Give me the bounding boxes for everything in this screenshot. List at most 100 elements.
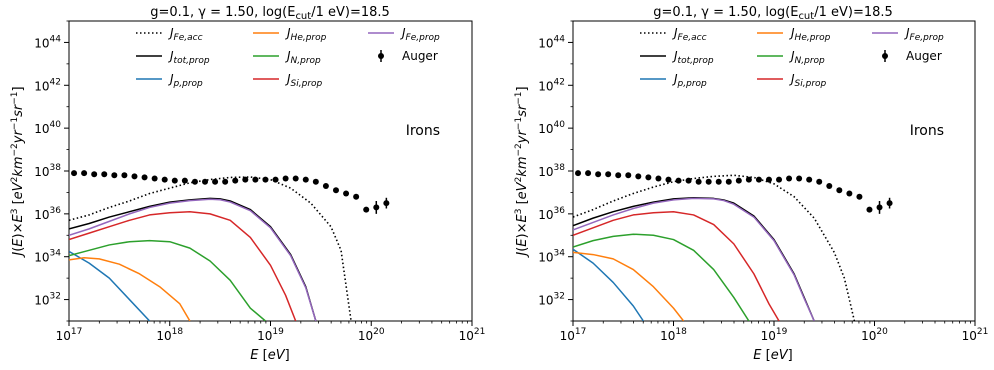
y-axis-label: J(E)×E3 [eV2km−2yr−1sr−1] xyxy=(514,86,530,258)
annotation-irons: Irons xyxy=(406,123,440,139)
legend-swatch-auger xyxy=(378,53,384,59)
legend-label-auger: Auger xyxy=(402,49,438,63)
auger-point xyxy=(645,174,652,181)
auger-point xyxy=(81,170,88,177)
auger-point xyxy=(816,178,823,185)
x-tick-label: 1018 xyxy=(660,327,687,343)
auger-point xyxy=(826,183,833,189)
y-tick-label: 1036 xyxy=(34,206,61,222)
auger-point xyxy=(252,176,259,183)
x-tick-label: 1017 xyxy=(56,327,83,343)
series-line-he xyxy=(573,251,685,321)
x-tick-label: 1018 xyxy=(156,327,183,343)
chart-title: g=0.1, γ = 1.50, log(Ecut/1 eV)=18.5 xyxy=(150,5,390,22)
auger-point xyxy=(755,176,762,183)
x-tick-label: 1019 xyxy=(257,327,284,343)
auger-point xyxy=(181,177,188,184)
auger-point xyxy=(745,176,752,183)
auger-point xyxy=(282,175,289,182)
auger-point xyxy=(595,171,602,178)
series-group xyxy=(573,174,856,321)
auger-point xyxy=(141,174,148,181)
x-tick-label: 1020 xyxy=(358,327,385,343)
series-line-fe xyxy=(573,197,815,321)
auger-point xyxy=(625,172,632,179)
x-tick-label: 1021 xyxy=(962,327,989,343)
y-tick-label: 1038 xyxy=(538,163,565,179)
auger-point xyxy=(575,170,582,177)
auger-point xyxy=(856,193,863,200)
auger-point xyxy=(151,175,158,182)
auger-point xyxy=(786,175,793,182)
axis-ticks: 1017 1018 1019 1020 1021 1032 1034 1036 1038 1040… xyxy=(34,20,485,343)
x-tick-label: 1020 xyxy=(861,327,888,343)
series-line-si xyxy=(69,210,297,321)
legend-label-he: JHe,prop xyxy=(789,26,831,43)
auger-point xyxy=(222,178,229,185)
auger-point xyxy=(121,172,128,179)
auger-point xyxy=(111,172,118,179)
series-line-fe_acc xyxy=(573,174,856,321)
legend-label-si: JSi,prop xyxy=(789,72,827,89)
auger-point xyxy=(131,173,138,180)
auger-point xyxy=(262,176,269,183)
legend-label-fe_acc: JFe,acc xyxy=(168,26,203,43)
legend-swatch-auger xyxy=(882,53,888,59)
series-group xyxy=(69,176,352,321)
chart-title: g=0.1, γ = 1.50, log(Ecut/1 eV)=18.5 xyxy=(653,5,893,22)
legend-label-tot: Jtot,prop xyxy=(672,49,714,66)
y-tick-label: 1040 xyxy=(34,120,61,136)
auger-point xyxy=(242,176,249,183)
auger-point xyxy=(655,175,662,182)
series-line-si xyxy=(573,210,780,321)
y-tick-label: 1034 xyxy=(538,249,565,265)
auger-point xyxy=(675,177,682,184)
y-tick-label: 1042 xyxy=(34,77,61,93)
auger-point xyxy=(91,171,98,178)
auger-point xyxy=(322,183,329,189)
y-tick-label: 1040 xyxy=(538,120,565,136)
auger-point xyxy=(776,176,783,183)
auger-point xyxy=(191,178,198,185)
y-tick-label: 1042 xyxy=(538,77,565,93)
y-axis-label: J(E)×E3 [eV2km−2yr−1sr−1] xyxy=(10,86,26,258)
auger-point xyxy=(806,176,813,183)
plot-frame xyxy=(572,20,976,322)
y-tick-label: 1032 xyxy=(34,292,61,308)
auger-point xyxy=(71,170,78,177)
series-line-n xyxy=(69,239,266,321)
legend-label-fe: JFe,prop xyxy=(904,26,944,43)
chart-panel-left: g=0.1, γ = 1.50, log(Ecut/1 eV)=18.5 101… xyxy=(10,5,485,363)
x-tick-label: 1019 xyxy=(761,327,788,343)
series-line-fe xyxy=(69,198,317,321)
legend-label-tot: Jtot,prop xyxy=(168,49,210,66)
auger-point xyxy=(232,177,239,184)
legend-label-fe_acc: JFe,acc xyxy=(672,26,707,43)
auger-point xyxy=(886,200,893,207)
auger-point xyxy=(353,193,360,200)
auger-point xyxy=(635,173,642,180)
auger-point xyxy=(343,190,350,197)
auger-point xyxy=(302,176,309,183)
auger-point xyxy=(202,178,209,185)
legend-label-fe: JFe,prop xyxy=(400,26,440,43)
legend-label-he: JHe,prop xyxy=(285,26,327,43)
auger-points xyxy=(575,170,893,214)
auger-point xyxy=(725,178,732,185)
legend-label-n: JN,prop xyxy=(285,49,321,66)
legend-label-n: JN,prop xyxy=(789,49,825,66)
auger-point xyxy=(615,172,622,179)
auger-point xyxy=(866,206,873,213)
legend-label-si: JSi,prop xyxy=(285,72,323,89)
auger-point xyxy=(685,177,692,184)
y-tick-label: 1044 xyxy=(34,34,61,50)
auger-point xyxy=(332,187,339,194)
legend: JFe,acc Jtot,prop Jp,prop JHe,prop JN,prop JS… xyxy=(136,26,440,89)
auger-point xyxy=(373,204,380,211)
legend: JFe,acc Jtot,prop Jp,prop JHe,prop JN,prop JS… xyxy=(640,26,944,89)
y-tick-label: 1034 xyxy=(34,249,61,265)
auger-point xyxy=(585,170,592,177)
legend-label-p: Jp,prop xyxy=(168,72,203,89)
auger-point xyxy=(705,178,712,185)
auger-point xyxy=(383,200,390,207)
